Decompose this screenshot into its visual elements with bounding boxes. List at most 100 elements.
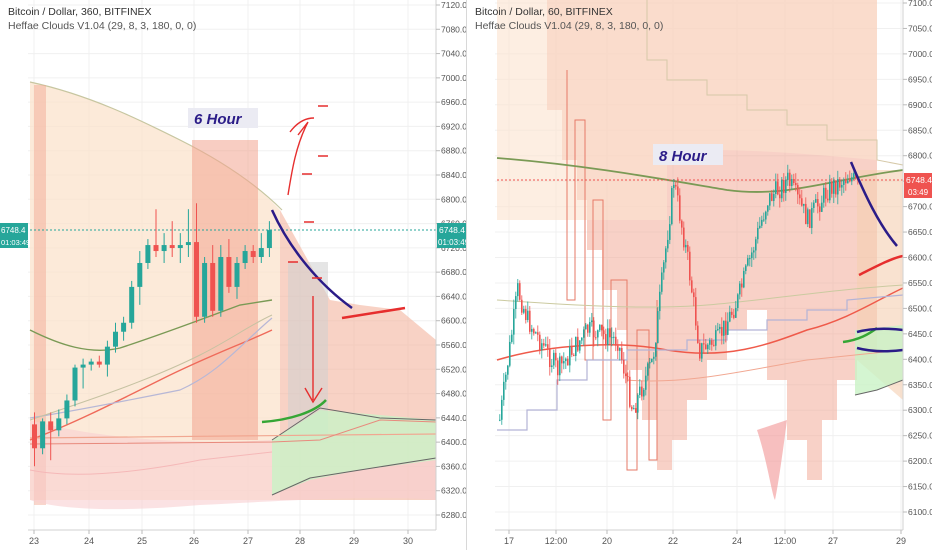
candle-body	[763, 219, 765, 221]
candle-body	[242, 251, 248, 263]
countdown-tag	[904, 186, 932, 198]
candle-body	[585, 324, 587, 330]
drawn-arrow-up	[287, 117, 315, 196]
candle-body	[739, 283, 741, 295]
y-tick-label: 6150.0	[908, 482, 932, 492]
y-tick-label: 6840.0	[441, 170, 466, 180]
candle-body	[769, 193, 771, 206]
y-tick-label: 7050.0	[908, 23, 932, 33]
candle-body	[104, 346, 110, 365]
indicator-legend[interactable]: Heffae Clouds V1.04 (29, 8, 3, 180, 0, 0…	[8, 20, 197, 32]
candle-body	[789, 172, 791, 186]
candle-body	[829, 181, 831, 201]
candle-body	[743, 270, 745, 288]
green-cloud-bottom	[271, 457, 437, 496]
candle-body	[509, 341, 511, 366]
candle-body	[685, 244, 687, 248]
candle-body	[815, 199, 817, 203]
x-tick-label: 22	[668, 536, 678, 546]
y-tick-label: 6640.0	[441, 291, 466, 301]
candle-body	[535, 332, 537, 334]
deep-red-spikes	[566, 70, 658, 471]
y-tick-label: 7040.0	[441, 49, 466, 59]
candle-body	[833, 180, 835, 194]
candle-body	[653, 356, 655, 359]
candle-body	[266, 230, 272, 249]
y-tick-label: 7100.0	[908, 0, 932, 8]
x-axis-ticks: 23 24 25 26 27 28 29 30	[29, 530, 413, 546]
chart-canvas-1h[interactable]: 8 Hour 7100.0 7050.0 7000.0 6950.0 6900.0 685…	[467, 0, 932, 550]
y-axis-ticks: 7100.0 7050.0 7000.0 6950.0 6900.0 6850.0 6800…	[903, 0, 932, 517]
candle-body	[505, 374, 507, 382]
x-tick-label: 30	[403, 536, 413, 546]
left-price-tag	[0, 223, 28, 248]
ma-line-green	[29, 299, 273, 351]
y-tick-label: 6600.0	[441, 316, 466, 326]
candle-body	[563, 361, 565, 364]
green-cloud-bottom	[854, 379, 904, 396]
green-cloud	[855, 325, 903, 395]
candle-body	[657, 311, 659, 344]
candle-body	[761, 219, 763, 226]
candle-body	[849, 180, 851, 182]
candle-body	[515, 296, 517, 309]
candle-body	[599, 324, 601, 331]
candle-body	[513, 308, 515, 335]
candle-body	[663, 262, 665, 273]
chart-canvas-6h[interactable]: 6 Hour 7120.0 7080.0 7040.0 7000.0 6960.0 692…	[0, 0, 470, 550]
candle-body	[645, 375, 647, 390]
candles	[499, 164, 859, 425]
candle-body	[575, 336, 577, 356]
cloud-bands	[29, 433, 437, 439]
candle-body	[625, 373, 627, 377]
candle-body	[137, 262, 143, 287]
candle-body	[813, 202, 815, 208]
candle-body	[677, 186, 679, 196]
indicator-legend[interactable]: Heffae Clouds V1.04 (29, 8, 3, 180, 0, 0…	[475, 20, 664, 32]
green-cloud	[272, 410, 436, 495]
drawn-forecast-blue-upper	[856, 327, 904, 334]
candle-body	[641, 386, 643, 397]
candle-body	[80, 364, 86, 368]
cloud-edge-top	[646, 0, 904, 166]
candle-body	[525, 309, 527, 321]
y-tick-label: 6320.0	[441, 486, 466, 496]
candle-body	[791, 179, 793, 186]
candle-body	[561, 356, 563, 364]
drawn-arrow-down	[304, 296, 323, 404]
candle-body	[731, 311, 733, 315]
x-tick-label: 12:00	[774, 536, 797, 546]
upper-cloud-edge	[29, 81, 283, 211]
y-tick-label: 6300.0	[908, 405, 932, 415]
candle-body	[577, 336, 579, 351]
red-column	[34, 85, 46, 505]
candle-body	[735, 307, 737, 318]
cloud-bands	[626, 349, 904, 382]
x-tick-label: 27	[243, 536, 253, 546]
candle-body	[803, 203, 805, 206]
candle-body	[755, 239, 757, 251]
left-countdown-label: 01:03:49	[1, 238, 30, 247]
chart-panel-6h[interactable]: 6 Hour 7120.0 7080.0 7040.0 7000.0 6960.0 692…	[0, 0, 470, 550]
candle-body	[72, 367, 78, 401]
candle-body	[56, 418, 62, 431]
candle-body	[88, 361, 94, 365]
candle-body	[693, 292, 695, 298]
candle-body	[185, 242, 191, 246]
candle-body	[581, 337, 583, 341]
candle-body	[250, 251, 256, 258]
countdown-label: 03:49	[908, 188, 929, 197]
price-tag-label: 6748.4	[906, 175, 932, 185]
y-tick-label: 6900.0	[908, 100, 932, 110]
ma-line-red	[496, 287, 904, 361]
candle-body	[691, 280, 693, 293]
candle-body	[697, 325, 699, 344]
y-tick-label: 6800.0	[908, 151, 932, 161]
candle-body	[613, 336, 615, 338]
cloud-bands	[29, 419, 437, 445]
x-tick-label: 24	[732, 536, 742, 546]
candles	[32, 203, 272, 467]
candle-body	[667, 239, 669, 249]
candle-body	[559, 356, 561, 376]
chart-panel-1h[interactable]: 8 Hour 7100.0 7050.0 7000.0 6950.0 6900.0 685…	[466, 0, 932, 550]
